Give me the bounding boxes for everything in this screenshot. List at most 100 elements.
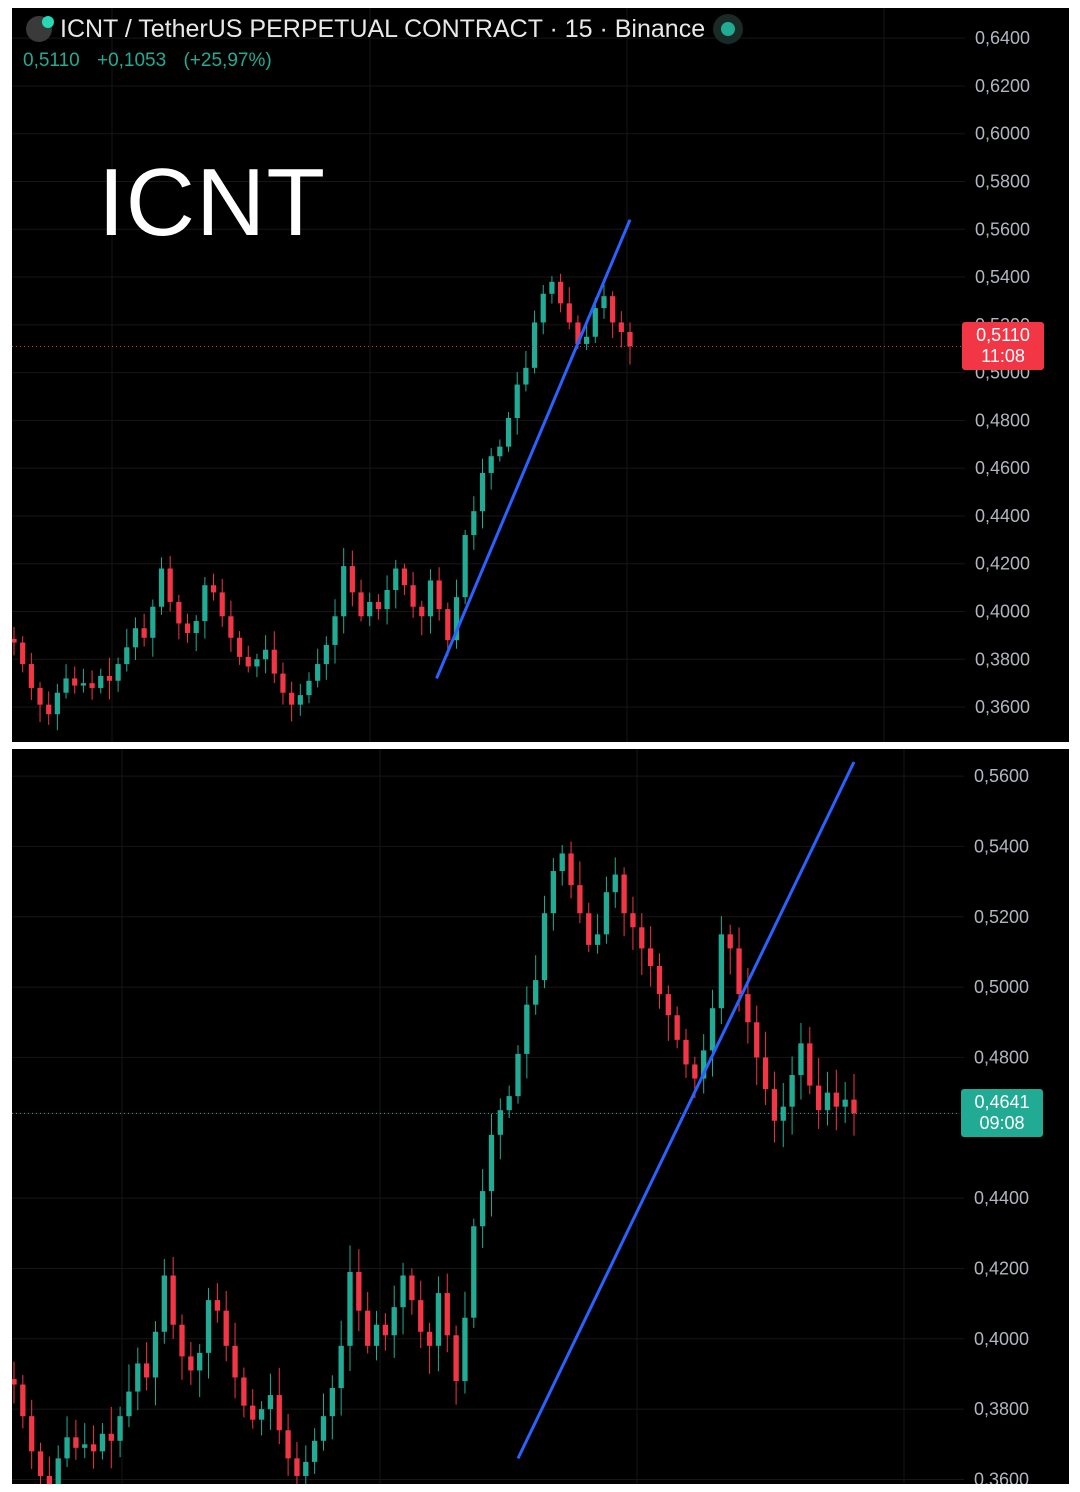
candle-body — [188, 1356, 194, 1371]
price-change-percent: (+25,97%) — [183, 50, 272, 71]
candle-body — [347, 1271, 353, 1346]
candle-body — [20, 642, 26, 665]
price-quote: 0,5110 +0,1053 (+25,97%) — [23, 50, 280, 72]
candle-body — [736, 948, 742, 995]
candle-body — [683, 1039, 689, 1065]
candle-body — [135, 1363, 141, 1392]
candle-body — [533, 980, 539, 1005]
candle-body — [108, 1433, 114, 1441]
candle-body — [219, 592, 225, 617]
candle-body — [323, 644, 329, 665]
candle-body — [584, 336, 590, 344]
candle-body — [780, 1106, 786, 1121]
candle-body — [575, 322, 581, 344]
candle-body — [771, 1089, 778, 1121]
candle-body — [232, 1345, 238, 1378]
y-tick-label: 0,5400 — [974, 836, 1029, 856]
candle-body — [54, 692, 60, 715]
candle-body — [115, 664, 121, 681]
candle-body — [488, 456, 494, 473]
price-change: +0,1053 — [96, 50, 167, 71]
y-tick-label: 0,6200 — [975, 76, 1030, 96]
candle-body — [90, 1444, 97, 1452]
candle-body — [152, 1331, 159, 1378]
candle-body — [524, 1004, 530, 1054]
y-tick-label: 0,3800 — [975, 649, 1030, 669]
candle-body — [126, 1391, 132, 1417]
y-tick-label: 0,6000 — [975, 124, 1030, 144]
candle-body — [426, 1331, 433, 1346]
candle-body — [373, 1324, 380, 1346]
candle-body — [577, 885, 583, 914]
y-tick-label: 0,3600 — [975, 697, 1030, 717]
candle-body — [754, 1022, 760, 1058]
candle-body — [427, 580, 434, 617]
candle-body — [37, 1451, 44, 1476]
candle-body — [176, 601, 182, 624]
y-tick-label: 0,4200 — [974, 1258, 1029, 1278]
current-price-label: 0,4641 — [974, 1092, 1030, 1113]
candle-body — [320, 1416, 327, 1441]
candle-body — [718, 934, 725, 1009]
candle-body — [285, 1430, 291, 1459]
candle-body — [709, 1008, 716, 1051]
candle-body — [557, 281, 564, 304]
candle-body — [621, 874, 627, 914]
candlestick-chart-top[interactable]: 0,64000,62000,60000,58000,56000,54000,52… — [12, 8, 1069, 742]
candle-body — [73, 1437, 79, 1448]
candle-body — [63, 678, 69, 693]
candle-body — [143, 1363, 150, 1378]
candle-body — [630, 913, 636, 928]
candle-body — [20, 1384, 26, 1417]
candle-body — [462, 1317, 468, 1382]
candle-body — [505, 418, 512, 447]
candle-body — [445, 609, 451, 641]
candle-body — [167, 568, 173, 602]
candle-body — [515, 1053, 521, 1097]
chart-panel-bottom[interactable]: 0,5600 0,5400 0,5200 0,5000 0,4800 0,4641 0,44… — [12, 749, 1069, 1484]
candle-body — [46, 1475, 53, 1484]
candle-body — [161, 1275, 167, 1332]
candle-body — [435, 1293, 442, 1346]
candle-body — [647, 948, 654, 966]
candle-body — [28, 664, 34, 688]
candle-countdown: 11:08 — [981, 346, 1025, 367]
candle-countdown: 09:08 — [979, 1113, 1025, 1134]
candle-body — [124, 647, 130, 665]
symbol-title[interactable]: ICNT / TetherUS PERPETUAL CONTRACT · 15 … — [60, 14, 706, 43]
candle-body — [64, 1437, 70, 1459]
candle-body — [332, 616, 338, 645]
trendline — [516, 761, 856, 1460]
candle-body — [453, 1335, 459, 1382]
candle-body — [798, 1043, 804, 1076]
candle-body — [271, 649, 277, 674]
y-tick-label: 0,5000 — [974, 977, 1029, 997]
chart-panel-top[interactable]: 0,64000,62000,60000,58000,56000,54000,52… — [12, 8, 1069, 742]
candle-body — [701, 1050, 707, 1079]
y-tick-label: 0,4600 — [975, 458, 1030, 478]
y-tick-label: 0,4400 — [975, 506, 1030, 526]
candle-body — [267, 1395, 274, 1410]
candle-body — [170, 1275, 176, 1325]
candle-body — [98, 676, 104, 688]
candle-body — [72, 678, 78, 686]
candle-body — [367, 601, 373, 617]
live-status-icon — [713, 14, 744, 44]
candle-body — [540, 293, 546, 323]
candle-body — [436, 580, 442, 610]
candle-body — [263, 649, 269, 660]
y-tick-label: 0,6400 — [975, 28, 1030, 48]
candlestick-chart-bottom[interactable]: 0,5600 0,5400 0,5200 0,5000 0,4800 0,4641 0,44… — [12, 749, 1069, 1484]
candle-body — [197, 1352, 203, 1371]
candle-body — [824, 1092, 831, 1111]
candle-body — [479, 1191, 486, 1227]
candle-body — [745, 994, 751, 1023]
y-tick-label: 0,5800 — [975, 172, 1030, 192]
candle-body — [341, 566, 347, 617]
candle-body — [665, 994, 671, 1016]
candle-body — [419, 606, 425, 617]
candle-body — [29, 1416, 35, 1452]
candle-body — [471, 1226, 477, 1318]
candle-body — [303, 1461, 309, 1476]
chart-header: ICNT / TetherUS PERPETUAL CONTRACT · 15 … — [26, 14, 744, 44]
